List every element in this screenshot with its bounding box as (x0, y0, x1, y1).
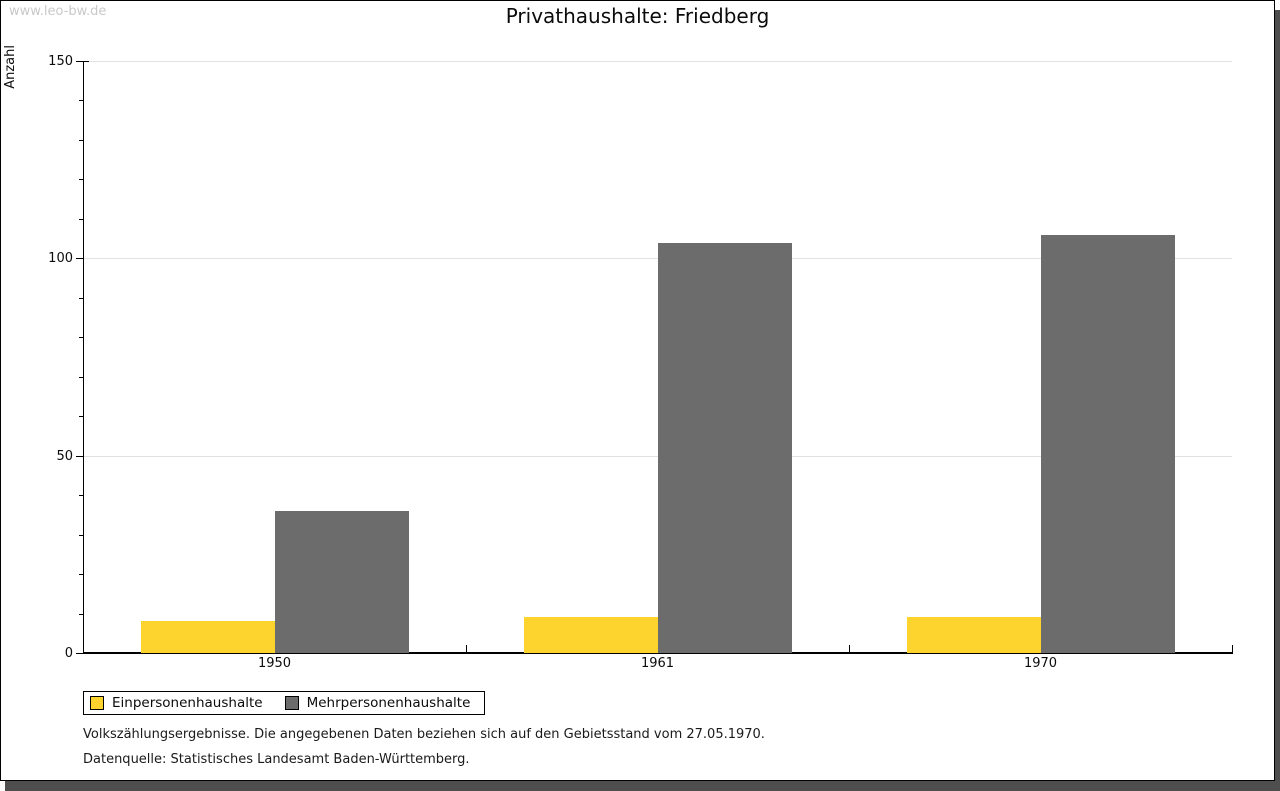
y-tick (76, 61, 83, 62)
x-category-label: 1970 (1023, 656, 1058, 671)
y-tick-label: 150 (48, 54, 73, 69)
bar-einpersonenhaushalte-1950 (140, 621, 275, 653)
x-category-label: 1950 (257, 656, 292, 671)
bar-mehrpersonenhaushalte-1961 (657, 242, 792, 653)
y-minor-tick (79, 376, 83, 378)
x-tick (466, 645, 467, 653)
y-tick (76, 258, 83, 260)
y-tick-label: 50 (56, 448, 73, 464)
footnote-data-source: Datenquelle: Statistisches Landesamt Bad… (83, 752, 470, 767)
y-minor-tick (79, 218, 83, 220)
y-tick (76, 455, 83, 457)
legend-label-einpersonenhaushalte: Einpersonenhaushalte (112, 695, 263, 711)
y-minor-tick (79, 574, 83, 576)
legend-label-mehrpersonenhaushalte: Mehrpersonenhaushalte (306, 695, 471, 711)
bar-einpersonenhaushalte-1961 (523, 617, 658, 653)
gridline (83, 61, 1232, 62)
x-tick (1232, 645, 1233, 653)
y-minor-tick (79, 337, 83, 339)
y-minor-tick (79, 495, 83, 497)
legend-swatch-einpersonenhaushalte (90, 696, 104, 710)
y-tick-label: 100 (48, 251, 73, 267)
x-tick (849, 645, 850, 653)
y-tick (76, 653, 83, 654)
legend-item-mehrpersonenhaushalte: Mehrpersonenhaushalte (284, 695, 471, 711)
bar-mehrpersonenhaushalte-1970 (1040, 234, 1175, 653)
y-axis-line (83, 61, 84, 654)
chart-title: Privathaushalte: Friedberg (505, 4, 770, 28)
x-category-label: 1961 (640, 656, 675, 671)
y-minor-tick (79, 534, 83, 536)
bar-einpersonenhaushalte-1970 (906, 617, 1041, 653)
y-minor-tick (79, 100, 83, 102)
y-minor-tick (79, 179, 83, 181)
y-minor-tick (79, 416, 83, 418)
legend-box: Einpersonenhaushalte Mehrpersonenhaushal… (83, 691, 486, 715)
legend-swatch-mehrpersonenhaushalte (284, 696, 299, 710)
bar-mehrpersonenhaushalte-1950 (274, 510, 409, 653)
x-tick (83, 645, 84, 653)
x-axis-line (83, 652, 1233, 654)
y-tick-label: 0 (64, 646, 73, 661)
legend-item-einpersonenhaushalte: Einpersonenhaushalte (90, 695, 263, 711)
y-minor-tick (79, 139, 83, 141)
y-minor-tick (79, 613, 83, 615)
y-minor-tick (79, 297, 83, 299)
y-axis-top-tick (83, 61, 89, 62)
footnote-source-note: Volkszählungsergebnisse. Die angegebenen… (83, 727, 765, 742)
watermark-url: www.leo-bw.de (9, 4, 107, 19)
